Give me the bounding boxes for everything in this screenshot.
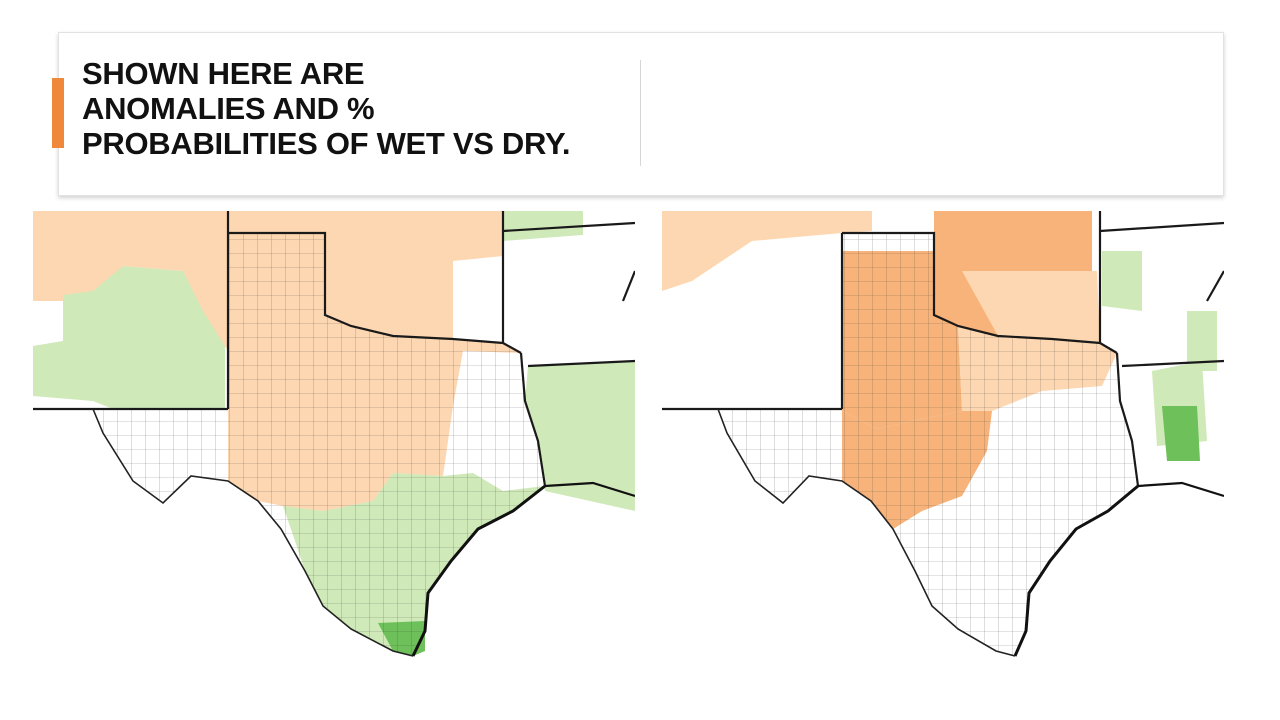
title-line-2: ANOMALIES AND % [82, 91, 375, 126]
title-line-3: PROBABILITIES OF WET VS DRY. [82, 126, 571, 161]
region-nm-top-light [662, 211, 872, 291]
title-accent-bar [52, 78, 64, 148]
state-boundaries-left [33, 211, 635, 487]
state-boundaries-right [662, 211, 1224, 487]
region-co-orange [33, 211, 228, 351]
la-coastline-right [1137, 481, 1224, 498]
rio-grande-left [92, 408, 414, 657]
region-ok-ks [228, 211, 503, 339]
region-nm-green [33, 261, 225, 409]
probabilities-map-svg [662, 211, 1224, 657]
texas-coastline-left [411, 484, 546, 657]
slide-title: SHOWN HERE ARE ANOMALIES AND % PROBABILI… [82, 56, 622, 161]
anomalies-map [33, 211, 635, 661]
region-la-green [525, 361, 635, 511]
anomalies-map-svg [33, 211, 635, 657]
title-divider [640, 60, 641, 166]
la-coastline-left [544, 481, 635, 498]
region-ar-green-light [1102, 251, 1142, 311]
region-ar-white [503, 231, 635, 371]
title-line-1: SHOWN HERE ARE [82, 56, 365, 91]
title-card [58, 32, 1224, 196]
region-nm-white [33, 301, 63, 346]
rio-grande-right [717, 408, 1016, 657]
region-la-green-strong [1162, 406, 1200, 461]
region-ms-green-light [1187, 311, 1217, 371]
region-ok-light [962, 271, 1100, 343]
probabilities-map [662, 211, 1224, 661]
texas-coastline-right [1013, 484, 1139, 657]
region-ok-east-white [453, 256, 503, 343]
